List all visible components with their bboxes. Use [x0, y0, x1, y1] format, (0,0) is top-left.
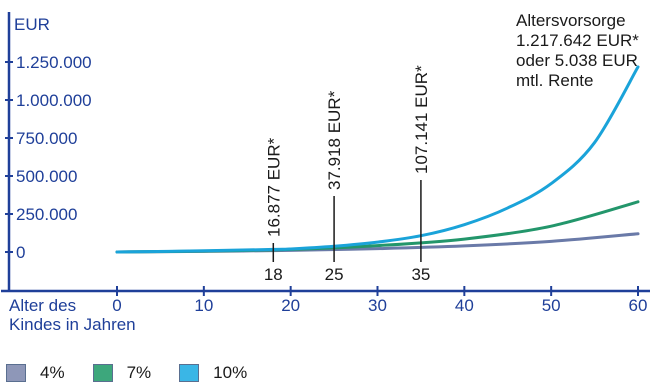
annotation-line: 1.217.642 EUR* — [516, 31, 639, 50]
y-tick-label: 250.000 — [16, 205, 77, 224]
legend-swatch-4 — [6, 364, 26, 382]
series-line-10pct — [115, 65, 640, 254]
x-tick-label: 20 — [281, 296, 300, 315]
annotation-line: mtl. Rente — [516, 71, 593, 90]
chart-markers — [272, 180, 422, 262]
marker-age-label: 35 — [411, 265, 430, 284]
legend-swatch-7 — [92, 364, 113, 382]
x-tick-label: 40 — [455, 296, 474, 315]
y-tick-label: 1.250.000 — [16, 53, 92, 72]
x-tick-label: 10 — [194, 296, 213, 315]
marker-value-label: 16.877 EUR* — [264, 137, 283, 237]
y-tick-label: 500.000 — [16, 167, 77, 186]
marker-age-label: 25 — [325, 265, 344, 284]
legend-swatch-10 — [179, 364, 200, 382]
chart-axes — [1, 12, 650, 296]
x-tick-label: 0 — [112, 296, 121, 315]
series-line-7pct — [115, 200, 640, 254]
marker-value-label: 107.141 EUR* — [412, 65, 431, 174]
chart-labels: EUR 1.250.000 1.000.000 750.000 500.000 250.0… — [9, 11, 647, 334]
legend-label-4: 4% — [40, 363, 65, 382]
y-tick-label: 750.000 — [16, 129, 77, 148]
marker-value-label: 37.918 EUR* — [325, 90, 344, 190]
x-tick-label: 60 — [629, 296, 648, 315]
x-tick-label: 30 — [368, 296, 387, 315]
legend-item-4: 4% — [6, 363, 65, 383]
annotation-line: Altersvorsorge — [516, 11, 626, 30]
legend-label-10: 10% — [213, 363, 248, 382]
legend-label-7: 7% — [126, 363, 152, 382]
y-tick-label: 0 — [16, 243, 25, 262]
y-axis-unit: EUR — [14, 15, 50, 34]
legend-item-10: 10% — [179, 363, 247, 383]
x-tick-label: 50 — [542, 296, 561, 315]
chart-legend: 4% 7% 10% — [6, 362, 275, 384]
marker-age-label: 18 — [264, 265, 283, 284]
legend-item-7: 7% — [92, 363, 152, 383]
x-axis-label-line1: Alter des — [9, 296, 76, 315]
annotation-line: oder 5.038 EUR — [516, 51, 638, 70]
x-axis-label-line2: Kindes in Jahren — [9, 315, 136, 334]
y-tick-label: 1.000.000 — [16, 91, 92, 110]
chart-series-group — [115, 65, 640, 254]
